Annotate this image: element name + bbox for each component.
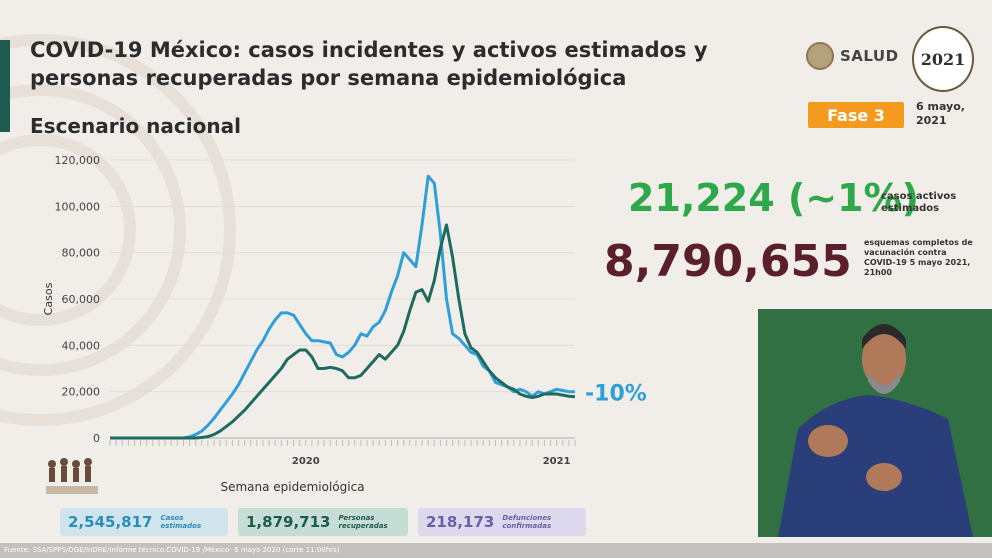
salud-label: SALUD bbox=[840, 47, 899, 65]
logo-year: 2021 bbox=[920, 49, 966, 69]
series-line-active bbox=[110, 223, 576, 440]
stat-defunciones: 218,173 Defunciones confirmadas bbox=[418, 508, 586, 536]
y-tick-label: 80,000 bbox=[62, 247, 101, 260]
fase-badge: Fase 3 bbox=[808, 102, 904, 128]
y-tick-label: 60,000 bbox=[62, 293, 101, 306]
source-footer: Fuente: SSA/SPPS/DGE/InDRE/Informe técni… bbox=[0, 543, 992, 558]
salud-logo: SALUD bbox=[806, 42, 899, 70]
page-title: COVID-19 México: casos incidentes y acti… bbox=[30, 38, 708, 90]
report-date: 6 mayo, 2021 bbox=[916, 100, 965, 127]
series-line-incident bbox=[110, 174, 575, 440]
year-label: 2021 bbox=[543, 456, 571, 467]
end-annotation: -10% bbox=[585, 382, 647, 407]
stat-casos-estimados: 2,545,817 Casos estimados bbox=[60, 508, 228, 536]
year-label: 2020 bbox=[292, 456, 320, 467]
accent-bar bbox=[0, 40, 10, 132]
x-axis-label: Semana epidemiológica bbox=[220, 480, 364, 494]
active-cases-value: 21,224 (~1%) bbox=[628, 176, 919, 220]
page-subtitle: Escenario nacional bbox=[30, 114, 241, 138]
mexico-2021-logo: 2021 bbox=[912, 26, 974, 92]
stat-value: 2,545,817 bbox=[68, 513, 153, 531]
stat-personas-recuperadas: 1,879,713 Personas recuperadas bbox=[238, 508, 408, 536]
stat-label: Defunciones confirmadas bbox=[502, 514, 552, 530]
stat-value: 218,173 bbox=[426, 513, 495, 531]
cases-line-chart: 0 20,000 40,000 60,000 80,000 100,000 120,000 2… bbox=[42, 154, 647, 494]
stat-value: 1,879,713 bbox=[246, 513, 331, 531]
y-axis-label: Casos bbox=[42, 282, 55, 315]
vaccination-label: esquemas completos de vacunación contra … bbox=[864, 238, 973, 277]
people-illustration bbox=[46, 458, 98, 494]
interpreter-figure bbox=[758, 309, 992, 537]
vaccination-value: 8,790,655 bbox=[604, 236, 852, 287]
y-tick-label: 20,000 bbox=[62, 386, 101, 399]
y-tick-label: 40,000 bbox=[62, 339, 101, 352]
stat-label: Personas recuperadas bbox=[338, 514, 388, 530]
seal-icon bbox=[806, 42, 834, 70]
y-tick-label: 120,000 bbox=[55, 154, 101, 167]
stat-label: Casos estimados bbox=[160, 514, 202, 530]
y-tick-label: 0 bbox=[93, 432, 100, 445]
active-cases-label: casos activos estimados bbox=[881, 191, 957, 214]
sign-language-interpreter bbox=[758, 309, 992, 537]
y-tick-label: 100,000 bbox=[55, 200, 101, 213]
